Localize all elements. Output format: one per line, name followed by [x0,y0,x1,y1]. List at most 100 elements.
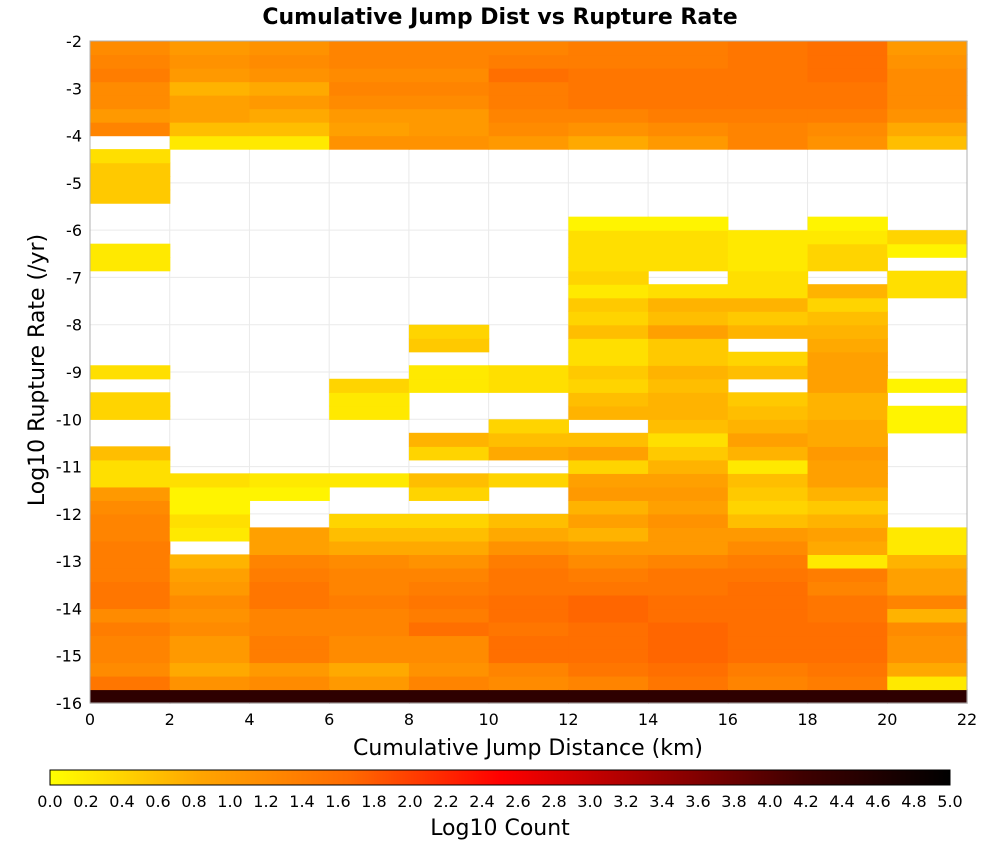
heatmap-cell [249,473,330,488]
heatmap-cell [727,459,809,474]
heatmap-cell [727,108,809,123]
heatmap-cell [648,297,729,312]
heatmap-cell [887,81,968,96]
heatmap-cell [90,473,171,488]
x-tick-label: 20 [877,710,897,729]
colorbar-tick-label: 2.0 [397,792,422,811]
heatmap-cell [488,662,569,677]
heatmap-cell [648,513,729,528]
x-tick-label: 0 [85,710,95,729]
heatmap-cell [169,675,251,691]
heatmap-cell [90,162,171,177]
heatmap-cell [648,216,729,231]
heatmap-cell [727,365,809,380]
heatmap-cell [807,324,888,339]
y-tick-label: -14 [56,599,82,618]
heatmap-cell [648,378,729,393]
heatmap-cell [648,122,729,137]
heatmap-cell [568,68,649,83]
heatmap-cell [887,621,968,637]
y-axis: -16 -15 -14 -13 -12 -11 -10 -9 -8 -7 -6 -5 -4 -3 -2 [56,32,82,713]
heatmap-cell [408,662,490,677]
heatmap-cell [90,149,171,164]
heatmap-cell [90,243,171,258]
heatmap-cell [807,648,888,664]
heatmap-cell [887,243,968,258]
colorbar-tick-label: 4.8 [901,792,926,811]
heatmap-cell [90,122,171,137]
heatmap-cell [807,351,888,366]
heatmap-cell [727,513,809,528]
colorbar-tick-label: 2.6 [505,792,530,811]
heatmap-cell [887,419,968,434]
heatmap-cell [329,554,410,569]
colorbar-tick-label: 0.6 [145,792,170,811]
heatmap-cell [249,621,330,637]
x-tick-label: 14 [638,710,658,729]
heatmap-cell [568,513,649,528]
heatmap-cell [249,54,330,69]
y-tick-label: -6 [66,221,82,240]
heatmap-cell [90,95,171,110]
heatmap-cell [727,635,809,650]
heatmap-cell [329,675,410,691]
heatmap-cell [408,365,490,380]
heatmap-cell [249,608,330,623]
heatmap-cell [408,41,490,56]
heatmap-cell [408,378,490,393]
heatmap-cell [648,486,729,501]
heatmap-cell [249,81,330,96]
heatmap-cell [329,540,410,555]
heatmap-cell [169,135,251,150]
heatmap-cell [488,608,569,623]
heatmap-cell [568,432,649,447]
colorbar-tick-label: 3.4 [649,792,674,811]
heatmap-cell [329,378,410,393]
heatmap-cell [807,230,888,245]
x-tick-label: 22 [957,710,977,729]
heatmap-cell [807,284,888,299]
heatmap-cell [568,311,649,326]
heatmap-cell [488,540,569,555]
heatmap-cell [169,594,251,610]
heatmap-cell [568,675,649,691]
heatmap-cell [727,68,809,83]
heatmap-cell [568,405,649,420]
y-tick-label: -7 [66,268,82,287]
heatmap-cell [648,95,729,110]
heatmap-cell [807,527,888,542]
heatmap-cell [90,81,171,96]
heatmap-cell [488,446,569,461]
heatmap-cell [488,135,569,150]
colorbar-tick-label: 2.4 [469,792,494,811]
heatmap-cell [887,662,968,677]
heatmap-cell [807,689,888,704]
heatmap-cell [568,554,649,569]
heatmap-cell [648,662,729,677]
heatmap-cell [329,473,410,488]
heatmap-cell [727,567,809,583]
heatmap-cell [329,68,410,83]
heatmap-cell [169,648,251,664]
heatmap-cell [727,554,809,569]
heatmap-cell [648,54,729,69]
heatmap-cell [408,567,490,583]
heatmap-cell [807,594,888,610]
y-tick-label: -9 [66,363,82,382]
heatmap-cell [648,675,729,691]
heatmap-cell [648,567,729,583]
heatmap-cell [329,513,410,528]
heatmap-cell [807,297,888,312]
heatmap-cell [249,554,330,569]
colorbar-tick-label: 3.8 [721,792,746,811]
heatmap-cell [249,689,330,704]
heatmap-cell [648,324,729,339]
heatmap-cell [807,567,888,583]
heatmap-cell [488,54,569,69]
colorbar-tick-label: 3.6 [685,792,710,811]
heatmap-cell [568,648,649,664]
heatmap-cell [90,608,171,623]
heatmap-cell [408,338,490,353]
heatmap-cell [488,513,569,528]
